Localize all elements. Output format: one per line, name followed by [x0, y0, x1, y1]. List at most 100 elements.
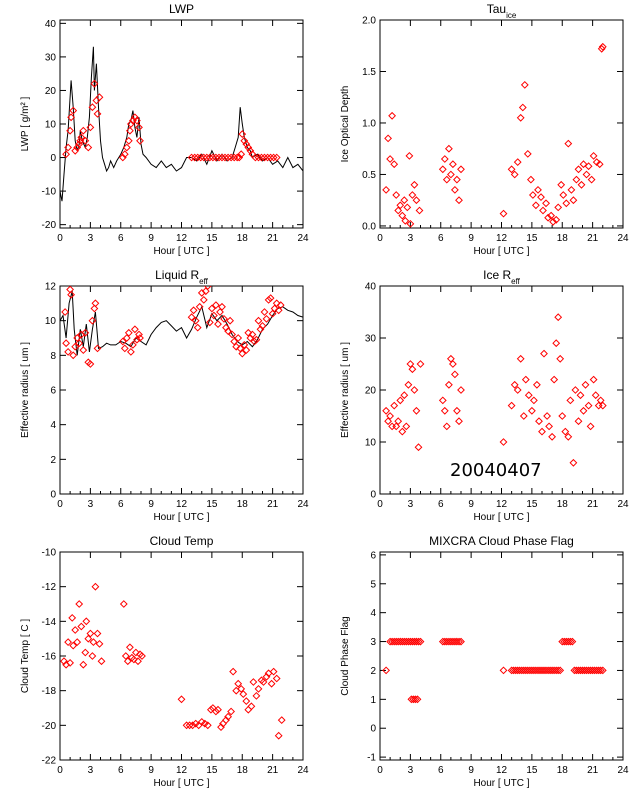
data-point [540, 349, 548, 358]
y-tick-label: 30 [365, 334, 377, 345]
data-point [69, 106, 78, 115]
data-point [86, 360, 95, 368]
data-point [579, 406, 588, 415]
data-point [455, 637, 463, 646]
data-point [216, 308, 224, 316]
x-tick-label: 6 [438, 499, 444, 510]
data-point [64, 347, 73, 356]
data-point [566, 637, 575, 646]
data-point [69, 641, 78, 650]
x-tick-label: 12 [496, 233, 508, 244]
plot-frame [59, 19, 304, 229]
x-tick-label: 0 [377, 765, 383, 776]
data-point [596, 666, 605, 675]
data-point [440, 155, 449, 163]
y-tick-label: -14 [42, 617, 57, 628]
data-point [129, 655, 138, 664]
data-point [526, 175, 535, 184]
data-point [136, 136, 144, 145]
data-point [554, 203, 563, 212]
data-point [208, 153, 217, 162]
x-tick-label: 6 [438, 765, 444, 776]
data-point [88, 316, 97, 325]
data-point [123, 657, 132, 666]
y-tick-label: 40 [45, 19, 57, 30]
data-point [73, 638, 82, 647]
data-point [206, 705, 215, 714]
data-point [254, 316, 263, 325]
y-axis-label: Cloud Phase Flag [340, 616, 351, 696]
data-point [81, 648, 90, 657]
data-point [90, 304, 99, 313]
x-tick-label: 0 [57, 499, 63, 510]
data-point [242, 140, 251, 149]
data-point [95, 93, 104, 102]
data-point [251, 153, 260, 162]
data-point [135, 123, 143, 132]
data-point [79, 126, 88, 135]
data-point [388, 111, 397, 120]
data-point [438, 165, 447, 174]
y-tick-label: 6 [370, 550, 376, 561]
data-point [528, 191, 537, 199]
y-tick-label: 0 [370, 724, 376, 735]
data-point [409, 695, 418, 704]
data-point [507, 401, 516, 410]
data-point [262, 672, 271, 681]
y-axis-label: Ice Optical Depth [340, 86, 351, 163]
data-point [276, 301, 285, 310]
y-axis-label: Effective radius [ um ] [20, 342, 31, 438]
data-point [211, 301, 220, 310]
data-point [254, 153, 263, 162]
data-point [224, 327, 233, 336]
x-tick-label: 18 [557, 233, 569, 244]
x-tick-label: 9 [468, 765, 474, 776]
chart-title-subscript: eff [511, 277, 521, 286]
x-tick-label: 18 [557, 499, 569, 510]
y-tick-label: 10 [45, 316, 57, 327]
data-point [97, 657, 106, 666]
panel-lwp: LWP 0 3 6 9 12 15 18 21 24 -20 -10 0 10 20 30 40 Hour [ U… [20, 2, 309, 257]
data-point [574, 417, 583, 426]
data-point [182, 721, 191, 730]
data-point [264, 295, 273, 304]
data-point [529, 396, 538, 405]
y-tick-label: -1 [367, 753, 376, 764]
chart-title-subscript: ice [506, 11, 517, 20]
x-tick-label: 24 [297, 765, 309, 776]
data-point [269, 153, 278, 162]
data-point [390, 160, 399, 169]
x-tick-label: 21 [267, 499, 279, 510]
data-point [118, 153, 127, 162]
data-point [228, 330, 237, 339]
data-point [135, 330, 143, 339]
chart-title: Cloud Temp [150, 534, 214, 548]
data-point [71, 146, 80, 155]
data-point [185, 721, 194, 730]
data-point [398, 211, 407, 220]
data-point [414, 443, 423, 452]
data-point [61, 308, 70, 316]
data-point [557, 180, 566, 189]
x-tick-label: 18 [237, 765, 249, 776]
data-point [120, 344, 129, 353]
panel-ice_reff: Ice Reff 0 3 6 9 12 15 18 21 24 0 10 20 30 40 Hour [ UT… [340, 268, 629, 523]
data-point [67, 113, 76, 122]
data-point [568, 637, 577, 646]
data-point [410, 180, 419, 189]
data-point [195, 302, 204, 311]
x-tick-label: 15 [206, 765, 218, 776]
data-point [188, 721, 197, 730]
y-tick-label: 0 [370, 490, 376, 501]
data-point [538, 427, 546, 436]
data-point [554, 313, 563, 322]
data-point [567, 185, 576, 194]
y-tick-label: -22 [42, 756, 57, 767]
data-point [402, 422, 411, 431]
x-axis-label: Hour [ UTC ] [153, 512, 209, 523]
y-tick-label: -20 [42, 220, 57, 231]
data-point [542, 199, 551, 208]
chart-title: Liquid Reff [155, 268, 209, 286]
data-point [587, 175, 596, 184]
data-point [248, 330, 257, 339]
